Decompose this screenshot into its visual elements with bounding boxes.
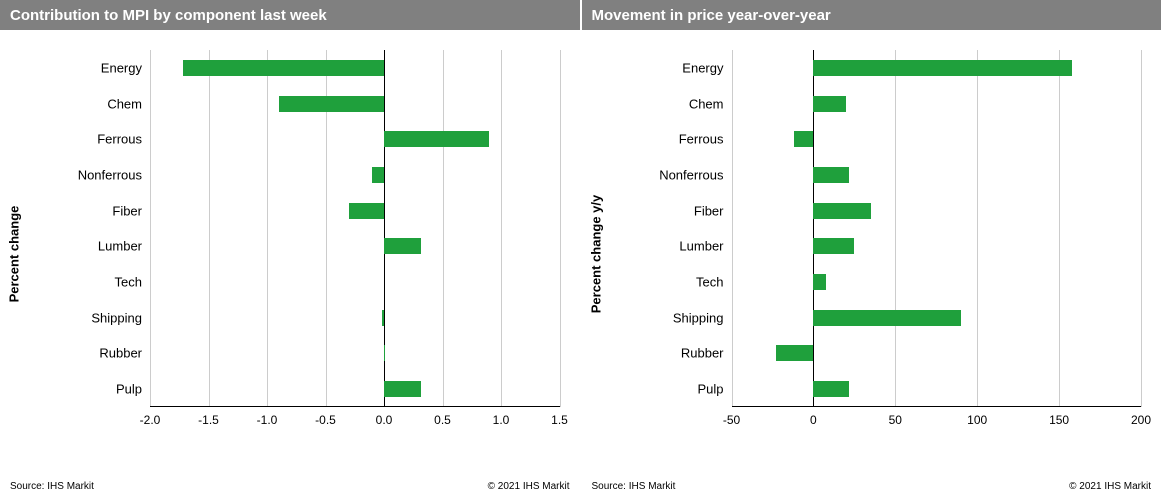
y-axis-title: Percent change y/y — [588, 194, 603, 313]
x-tick-label: -2.0 — [140, 413, 161, 427]
bar — [372, 167, 384, 183]
category-label: Rubber — [99, 346, 142, 361]
bar — [813, 310, 960, 326]
bar — [813, 381, 849, 397]
category-label: Tech — [696, 275, 723, 290]
category-label: Pulp — [697, 382, 723, 397]
chart-footer: Source: IHS Markit © 2021 IHS Markit — [0, 477, 580, 500]
x-tick-label: 150 — [1049, 413, 1069, 427]
category-label: Tech — [115, 275, 142, 290]
bar — [813, 203, 870, 219]
category-label: Ferrous — [679, 132, 724, 147]
category-label: Energy — [682, 60, 723, 75]
panel-left: Contribution to MPI by component last we… — [0, 0, 582, 500]
gridline — [209, 50, 210, 407]
chart-title: Movement in price year-over-year — [582, 0, 1161, 30]
y-axis-title: Percent change — [7, 205, 22, 302]
x-tick-label: -1.5 — [198, 413, 219, 427]
category-label: Energy — [101, 60, 142, 75]
panel-right: Movement in price year-over-year Percent… — [582, 0, 1161, 500]
plot-wrap-left: -2.0-1.5-1.0-0.50.00.51.01.5EnergyChemFe… — [70, 50, 560, 427]
x-tick-label: -1.0 — [257, 413, 278, 427]
gridline — [977, 50, 978, 407]
x-tick-label: 1.5 — [551, 413, 568, 427]
category-label: Pulp — [116, 382, 142, 397]
gridline — [895, 50, 896, 407]
gridline — [732, 50, 733, 407]
x-axis-line — [732, 406, 1142, 407]
x-tick-label: 1.0 — [493, 413, 510, 427]
category-label: Fiber — [694, 203, 724, 218]
plot-wrap-right: -50050100150200EnergyChemFerrousNonferro… — [652, 50, 1142, 427]
chart-footer: Source: IHS Markit © 2021 IHS Markit — [582, 477, 1161, 500]
category-label: Shipping — [91, 310, 142, 325]
gridline — [267, 50, 268, 407]
bar — [384, 238, 421, 254]
plot-right: -50050100150200EnergyChemFerrousNonferro… — [732, 50, 1142, 407]
category-label: Fiber — [112, 203, 142, 218]
gridline — [150, 50, 151, 407]
bar — [384, 131, 489, 147]
bar — [183, 60, 384, 76]
gridline — [443, 50, 444, 407]
category-label: Shipping — [673, 310, 724, 325]
bar — [776, 345, 814, 361]
gridline — [560, 50, 561, 407]
category-label: Chem — [689, 96, 724, 111]
copyright-text: © 2021 IHS Markit — [1069, 481, 1151, 492]
source-text: Source: IHS Markit — [10, 481, 94, 492]
category-label: Lumber — [679, 239, 723, 254]
gridline — [501, 50, 502, 407]
bar — [813, 167, 849, 183]
bar — [813, 96, 846, 112]
category-label: Chem — [107, 96, 142, 111]
gridline — [1059, 50, 1060, 407]
category-label: Lumber — [98, 239, 142, 254]
x-tick-label: -50 — [723, 413, 740, 427]
x-tick-label: 0 — [810, 413, 817, 427]
x-axis-line — [150, 406, 560, 407]
chart-area-right: Percent change y/y -50050100150200Energy… — [582, 30, 1161, 477]
x-tick-label: 0.5 — [434, 413, 451, 427]
chart-area-left: Percent change -2.0-1.5-1.0-0.50.00.51.0… — [0, 30, 580, 477]
x-tick-label: -0.5 — [315, 413, 336, 427]
chart-title: Contribution to MPI by component last we… — [0, 0, 580, 30]
bar — [794, 131, 814, 147]
bar — [813, 274, 826, 290]
x-tick-label: 200 — [1131, 413, 1151, 427]
bar — [279, 96, 384, 112]
bar — [813, 238, 854, 254]
plot-left: -2.0-1.5-1.0-0.50.00.51.01.5EnergyChemFe… — [150, 50, 560, 407]
x-tick-label: 0.0 — [376, 413, 393, 427]
bar — [384, 345, 385, 361]
category-label: Nonferrous — [659, 167, 723, 182]
bar — [382, 310, 384, 326]
bar — [384, 381, 421, 397]
source-text: Source: IHS Markit — [592, 481, 676, 492]
copyright-text: © 2021 IHS Markit — [488, 481, 570, 492]
gridline — [1141, 50, 1142, 407]
bar — [813, 60, 1072, 76]
chart-container: Contribution to MPI by component last we… — [0, 0, 1161, 500]
category-label: Ferrous — [97, 132, 142, 147]
category-label: Nonferrous — [78, 167, 142, 182]
x-tick-label: 100 — [967, 413, 987, 427]
category-label: Rubber — [681, 346, 724, 361]
x-tick-label: 50 — [889, 413, 902, 427]
bar — [349, 203, 384, 219]
